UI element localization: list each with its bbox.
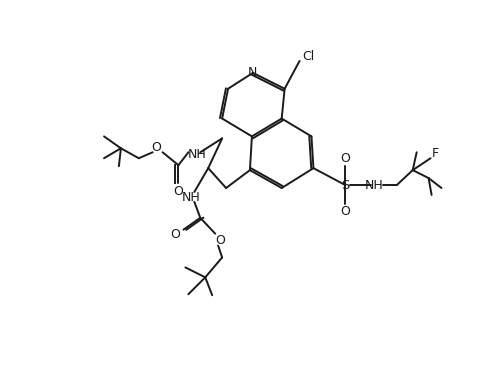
Text: NH: NH — [188, 148, 206, 161]
Text: O: O — [215, 234, 225, 247]
Text: NH: NH — [365, 179, 383, 192]
Text: O: O — [171, 228, 181, 241]
Text: O: O — [152, 141, 161, 154]
Text: O: O — [173, 185, 183, 198]
Text: S: S — [341, 179, 349, 192]
Text: F: F — [432, 147, 439, 160]
Text: O: O — [340, 205, 350, 218]
Text: N: N — [248, 66, 258, 79]
Text: NH: NH — [182, 192, 201, 204]
Text: O: O — [340, 152, 350, 165]
Text: Cl: Cl — [302, 51, 315, 63]
